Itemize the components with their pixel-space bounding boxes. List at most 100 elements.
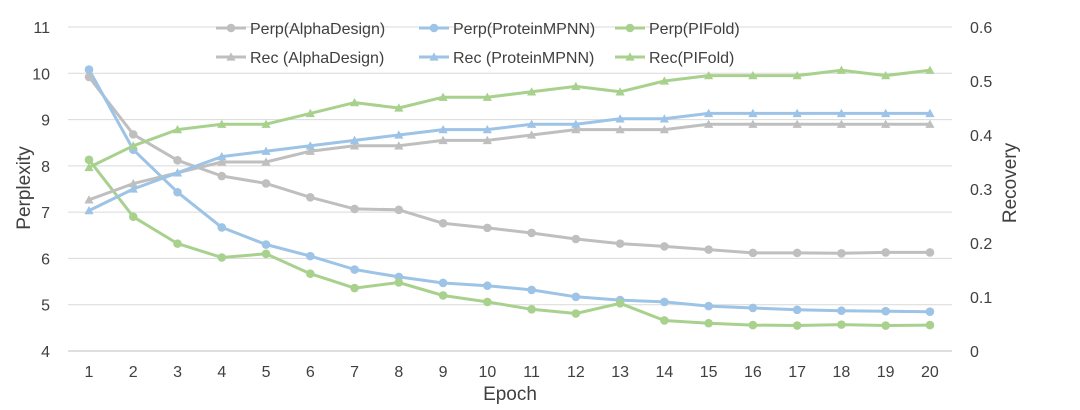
data-point [394,103,404,112]
data-point [615,114,625,123]
data-point [571,309,581,318]
data-point [438,92,448,101]
x-axis-label: Epoch [483,384,537,405]
x-tick-label: 10 [478,364,496,381]
data-point [615,125,625,134]
series-line [88,111,930,212]
x-tick-label: 15 [700,364,718,381]
series-markers [84,65,935,330]
data-point [837,320,846,329]
data-point [261,157,271,166]
data-point [84,162,94,172]
data-point [438,278,448,288]
data-point [925,320,935,330]
data-point [660,316,669,325]
x-tick-label: 17 [788,364,806,381]
data-point [881,108,891,118]
data-point [305,108,315,118]
data-point [836,119,847,128]
data-point [571,234,581,244]
x-tick-label: 7 [350,364,359,381]
data-point [128,184,138,193]
data-point [394,130,404,139]
data-point [261,119,271,128]
data-point [527,228,536,238]
data-point [482,92,492,101]
legend-swatch-marker [429,23,439,33]
x-tick-label: 18 [833,364,851,381]
data-point [128,212,138,222]
data-point [349,135,360,145]
y2-axis-label: Recovery [1000,142,1021,223]
data-point [128,130,138,139]
data-point [837,306,846,316]
legend-label: Rec(PIFold) [649,50,734,67]
x-tick-label: 11 [523,364,540,381]
data-point [438,135,448,145]
data-point [881,306,890,316]
data-point [306,193,315,202]
data-point [748,303,758,313]
legend-label: Perp(PIFold) [649,21,740,38]
x-tick-label: 13 [611,364,629,381]
data-point [261,179,271,188]
data-point [349,98,360,107]
series-line [87,158,930,327]
legend-swatch-marker [226,23,236,33]
x-tick-label: 2 [129,364,138,381]
data-point [748,71,758,80]
series-line [87,68,930,314]
data-point [217,223,227,232]
data-point [483,297,492,307]
data-point [128,179,138,188]
data-point [659,125,669,134]
data-point [527,87,537,96]
data-point [394,278,404,287]
legend-item: Perp(ProteinMPNN) [419,21,595,38]
data-point [571,292,581,302]
data-point [704,318,713,328]
data-point [84,195,94,204]
x-tick-label: 9 [439,364,448,381]
data-point [350,265,359,274]
data-point [925,248,935,257]
x-tick-label: 6 [306,364,315,381]
y-tick-label: 10 [32,66,50,83]
data-point [615,87,625,96]
data-point [792,305,802,315]
legend-item: Perp(PIFold) [615,21,740,38]
x-tick-label: 20 [921,364,939,381]
data-point [306,251,315,261]
y2-tick-label: 0 [970,344,979,361]
data-point [217,152,227,161]
legend-label: Perp(AlphaDesign) [250,21,385,38]
y2-tick-label: 0.1 [970,290,992,307]
series-line [88,68,931,169]
y-tick-label: 4 [41,344,50,361]
data-point [261,146,271,155]
data-point [748,108,758,118]
data-point [792,321,802,330]
data-point [173,187,182,197]
y2-tick-label: 0.3 [970,182,992,199]
data-point [527,285,536,295]
y-tick-label: 11 [33,20,50,37]
y-tick-label: 5 [41,298,50,315]
data-point [881,248,890,257]
y-tick-label: 8 [41,159,50,176]
legend-item: Perp(AlphaDesign) [216,21,385,38]
legend-item: Rec (ProteinMPNN) [419,50,594,67]
y2-tick-label: 0.6 [970,20,992,37]
data-point [527,119,537,128]
data-point [704,108,714,118]
legend: Perp(AlphaDesign) Perp(ProteinMPNN) Perp(P… [216,21,740,67]
data-point [792,248,802,258]
data-point [527,305,536,314]
x-tick-label: 1 [85,364,94,381]
data-point [438,291,448,300]
y2-tick-label: 0.2 [970,236,992,253]
data-point [837,249,846,258]
data-point [306,269,315,279]
legend-item: Rec(PIFold) [615,50,734,67]
